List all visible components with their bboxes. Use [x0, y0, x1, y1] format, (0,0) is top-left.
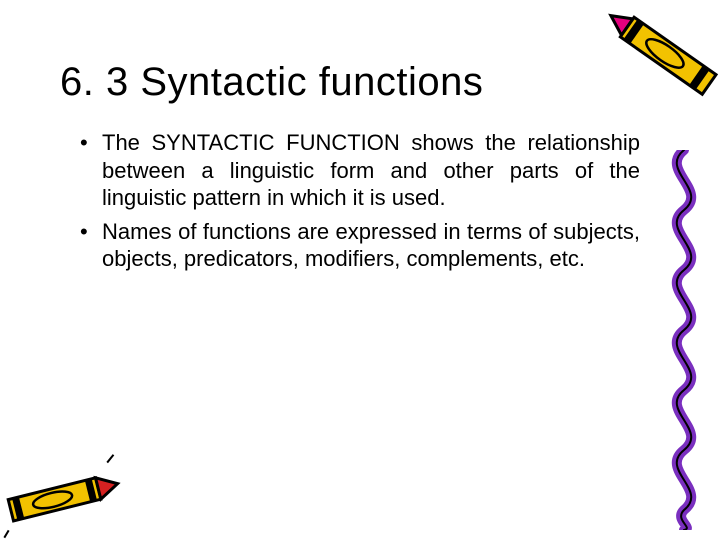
bullet-list: The SYNTACTIC FUNCTION shows the relatio… — [60, 129, 640, 273]
crayon-top-right — [580, 0, 720, 130]
crayon-bottom-left — [0, 446, 134, 546]
bullet-item: The SYNTACTIC FUNCTION shows the relatio… — [80, 129, 640, 212]
slide-title: 6. 3 Syntactic functions — [60, 60, 640, 105]
squiggle-right — [654, 150, 714, 530]
slide: 6. 3 Syntactic functions The SYNTACTIC F… — [0, 0, 720, 540]
bullet-item: Names of functions are expressed in term… — [80, 218, 640, 273]
